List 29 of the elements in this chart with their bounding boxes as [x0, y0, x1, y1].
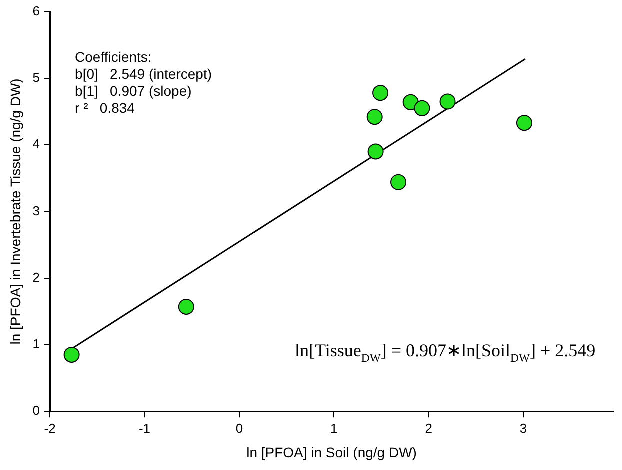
point: [368, 144, 384, 160]
annotation: b[1] 0.907 (slope): [75, 82, 192, 99]
x-tick-label: 3: [520, 420, 528, 436]
point: [366, 109, 383, 126]
x-tick-label: -1: [138, 420, 151, 436]
annotation: r ² 0.834: [75, 100, 136, 116]
point: [178, 298, 194, 315]
y-tick-label: 3: [32, 203, 40, 218]
point: [414, 100, 430, 116]
x-axis-title: ln [PFOA] in Soil (ng/g DW): [246, 444, 417, 460]
y-axis-title: ln [PFOA] in Invertebrate Tissue (ng/g DW): [7, 78, 24, 345]
annotation: Coefficients:: [75, 48, 152, 65]
annotation: b[0] 2.549 (intercept): [75, 66, 212, 82]
point: [372, 85, 389, 102]
point: [516, 115, 532, 132]
x-tick-label: 1: [330, 420, 338, 436]
point: [390, 174, 407, 190]
y-tick-label: 2: [32, 270, 40, 285]
y-tick-label: 1: [32, 336, 40, 352]
y-tick-label: 0: [32, 403, 40, 418]
point: [402, 94, 419, 110]
x-tick-label: 0: [236, 420, 244, 436]
point: [440, 94, 456, 110]
x-tick-label: 2: [425, 420, 432, 436]
y-tick-label: 6: [32, 3, 40, 18]
y-tick-label: 5: [32, 70, 40, 86]
y-tick-label: 4: [32, 136, 40, 152]
x-tick-label: -2: [44, 420, 56, 436]
point: [64, 346, 80, 363]
